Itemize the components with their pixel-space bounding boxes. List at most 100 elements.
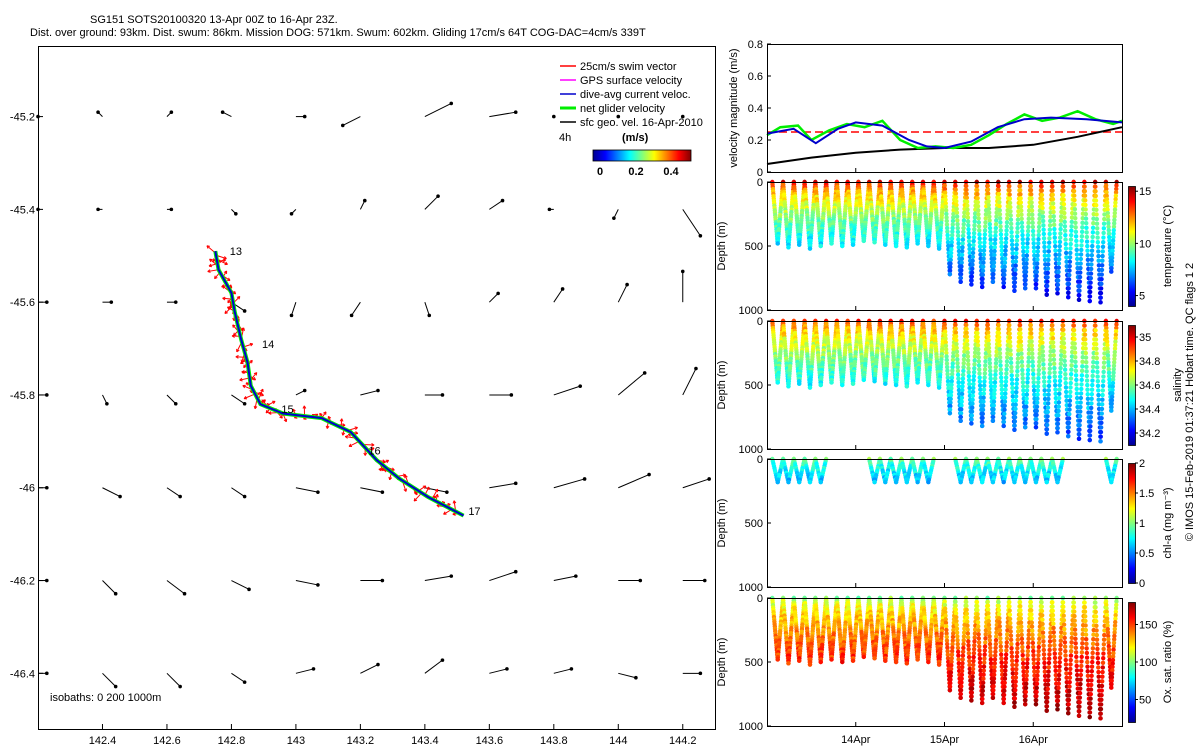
temperature-sample [1073, 225, 1078, 230]
swim-vector-head [323, 411, 327, 415]
geo-vector-head [647, 472, 651, 477]
salinity-sample [1098, 429, 1104, 435]
salinity-sample [955, 364, 960, 370]
temperature-sample [1008, 213, 1013, 218]
salinity-sample [980, 415, 985, 421]
temperature-sample [1083, 211, 1089, 217]
map-x-tick-label: 143 [287, 735, 305, 747]
temperature-sample [1067, 255, 1073, 260]
temperature-sample [1068, 250, 1073, 256]
temperature-sample [1019, 216, 1024, 221]
salinity-sample [1024, 400, 1029, 405]
temperature-sample [990, 279, 996, 285]
temperature-sample [1077, 293, 1082, 298]
temperature-sample [1047, 240, 1052, 245]
salinity-sample [961, 368, 966, 374]
temperature-sample [1041, 236, 1047, 241]
salinity-sample [1101, 360, 1107, 365]
salinity-sample [999, 375, 1004, 380]
temperature-sample [1074, 238, 1079, 244]
salinity-sample [1028, 326, 1034, 332]
geo-vector-head [105, 401, 109, 406]
salinity-sample [965, 350, 970, 355]
temperature-sample [955, 218, 960, 223]
salinity-sample [1089, 392, 1095, 397]
temperature-sample [1023, 281, 1028, 287]
temperature-sample [1055, 286, 1060, 292]
temperature-sample [969, 282, 974, 287]
swim-vector-head [292, 408, 296, 413]
salinity-sample [1102, 355, 1107, 361]
temperature-sample [1029, 196, 1034, 201]
temperature-sample [1004, 224, 1009, 229]
velocity-y-tick-label: 0.6 [748, 71, 763, 83]
geo-vector [166, 487, 181, 497]
salinity-sample [1084, 378, 1090, 383]
salinity-sample [1087, 437, 1092, 443]
temperature-sample [986, 206, 992, 212]
chla-sample [958, 479, 963, 485]
temperature-sample [954, 199, 959, 204]
header-title: SG151 SOTS20100320 13-Apr 00Z to 16-Apr … [90, 14, 338, 26]
temperature-sample [1093, 202, 1099, 208]
temperature-cbar-tick-label: 15 [1139, 186, 1151, 198]
geo-vector-head [45, 393, 49, 397]
swim-vector-head [268, 411, 272, 415]
temperature-sample [1093, 193, 1098, 199]
geo-vector [682, 209, 701, 237]
geo-vector [424, 575, 452, 582]
salinity-sample [953, 334, 959, 339]
salinity-sample [1061, 336, 1066, 341]
salinity-sample [840, 382, 845, 388]
salinity-sample [1030, 359, 1035, 365]
salinity-sample [1109, 408, 1114, 413]
salinity-sample [977, 367, 982, 372]
salinity-sample [964, 326, 969, 332]
swim-vector-head [221, 285, 226, 289]
map-x-tick-label: 143.8 [540, 735, 568, 747]
geo-vector [360, 664, 379, 674]
salinity-sample [1056, 413, 1061, 418]
salinity-sample [1099, 402, 1105, 407]
temperature-sample [1053, 248, 1058, 253]
temperature-sample [996, 195, 1002, 201]
salinity-sample [960, 372, 966, 377]
salinity-sample [993, 368, 998, 374]
geo-vector-head [445, 490, 449, 494]
temperature-sample [965, 207, 970, 212]
geo-vector-head [582, 477, 587, 481]
temperature-sample [1002, 272, 1007, 278]
temperature-sample [1093, 184, 1098, 189]
geo-vector-head [552, 114, 556, 119]
salinity-sample [1098, 434, 1103, 439]
salinity-sample [1088, 419, 1093, 424]
temperature-sample [1071, 188, 1077, 194]
velocity-y-tick-label: 0.4 [748, 103, 763, 115]
temperature-sample [1073, 220, 1078, 225]
salinity-sample [1040, 353, 1046, 358]
geo-vector-head [380, 578, 385, 583]
temperature-sample [1051, 222, 1057, 228]
geo-vector [618, 474, 650, 489]
salinity-sample [1023, 425, 1028, 430]
salinity-sample [1029, 347, 1035, 352]
salinity-sample [1003, 379, 1009, 384]
geo-vector-head [707, 477, 711, 481]
salinity-sample [982, 383, 987, 388]
temperature-sample [972, 215, 978, 220]
swim-vector-head [227, 306, 231, 310]
salinity-sample [1072, 341, 1077, 346]
salinity-sample [1057, 391, 1062, 397]
temperature-sample [1001, 276, 1007, 282]
salinity-sample [996, 326, 1001, 332]
temperature-sample [1047, 236, 1052, 241]
temperature-sample [953, 191, 959, 196]
salinity-sample [1046, 383, 1052, 389]
salinity-sample [1078, 391, 1084, 396]
salinity-sample [986, 341, 991, 347]
temperature-sample [953, 183, 958, 189]
salinity-sample [954, 353, 960, 358]
salinity-sample [959, 399, 964, 404]
salinity-sample [992, 391, 997, 397]
salinity-sample [991, 403, 996, 408]
